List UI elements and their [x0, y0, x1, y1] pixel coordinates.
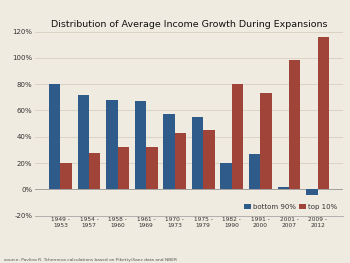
Bar — [192, 117, 203, 189]
Bar — [232, 84, 243, 189]
Bar — [78, 95, 89, 189]
Bar — [49, 84, 61, 189]
Bar — [306, 189, 317, 195]
Bar — [163, 114, 175, 189]
Bar — [203, 130, 215, 189]
Bar — [146, 147, 158, 189]
Bar — [175, 133, 186, 189]
Bar — [220, 163, 232, 189]
Bar — [106, 100, 118, 189]
Legend: bottom 90%, top 10%: bottom 90%, top 10% — [241, 202, 340, 212]
Text: source: Pavlina R. Tcherneva calculations based on Piketty/Saez data and NBER: source: Pavlina R. Tcherneva calculation… — [4, 258, 176, 262]
Bar — [289, 60, 300, 189]
Bar — [260, 93, 272, 189]
Bar — [278, 187, 289, 189]
Bar — [135, 101, 146, 189]
Bar — [89, 153, 100, 189]
Bar — [118, 147, 129, 189]
Bar — [61, 163, 72, 189]
Title: Distribution of Average Income Growth During Expansions: Distribution of Average Income Growth Du… — [51, 21, 327, 29]
Bar — [317, 37, 329, 189]
Bar — [249, 154, 260, 189]
